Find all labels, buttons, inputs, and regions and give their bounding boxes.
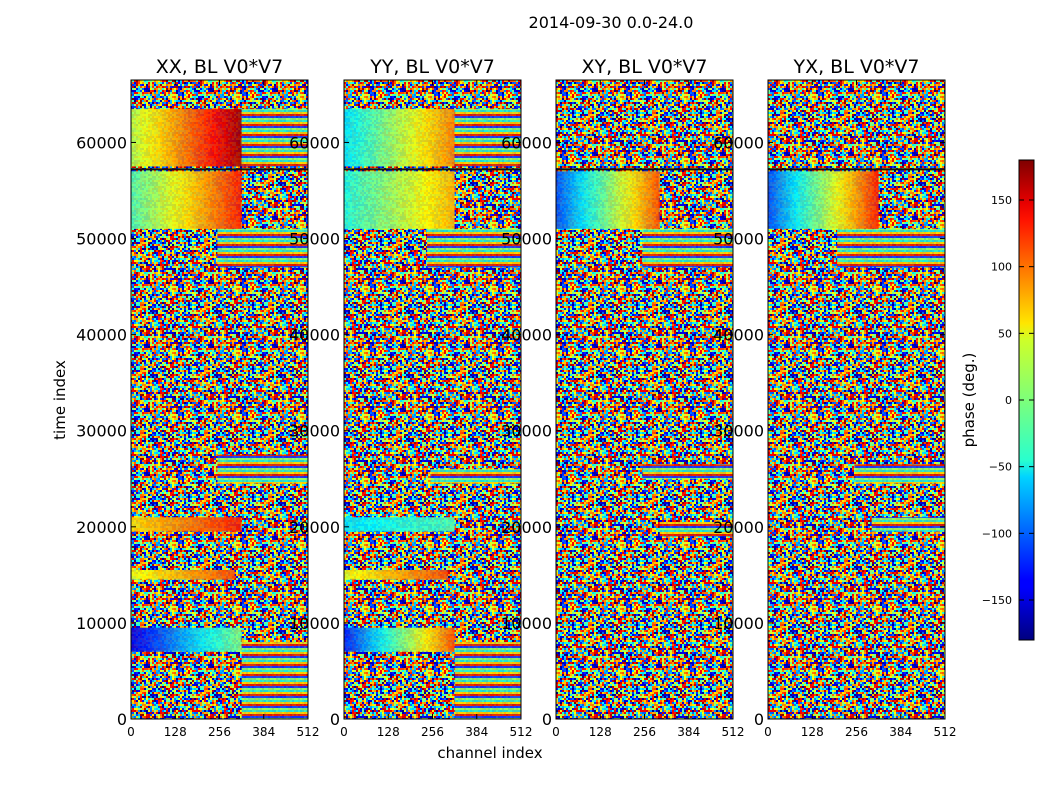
y-tick-label: 40000 <box>76 326 127 345</box>
heatmap-band <box>131 627 242 652</box>
x-tick-label: 384 <box>465 725 488 739</box>
y-tick-label: 0 <box>754 710 764 729</box>
x-tick-label: 512 <box>510 725 533 739</box>
x-tick-label: 384 <box>889 725 912 739</box>
y-tick-label: 10000 <box>501 614 552 633</box>
colorbar-label: phase (deg.) <box>960 353 978 448</box>
x-tick-label: 0 <box>340 725 348 739</box>
y-tick-label: 30000 <box>713 422 764 441</box>
x-tick-label: 0 <box>764 725 772 739</box>
x-tick-label: 128 <box>377 725 400 739</box>
colorbar: −150 −100 −50 0 50 100 150 phase (deg.) <box>960 159 1035 641</box>
panels-layer: XX, BL V0*V7 0 128 256 384 512 0 10000 20000 3000… <box>76 56 956 739</box>
y-tick-label: 10000 <box>76 614 127 633</box>
heatmap-band <box>430 469 521 484</box>
x-tick-label: 256 <box>208 725 231 739</box>
heatmap-band <box>454 108 521 167</box>
panel-title: XY, BL V0*V7 <box>581 56 707 78</box>
heatmap-band <box>344 627 455 652</box>
panel-2: XY, BL V0*V7 0 128 256 384 512 0 10000 20000 3000… <box>501 56 744 739</box>
heatmap-band <box>837 228 945 268</box>
x-tick-label: 512 <box>934 725 957 739</box>
heatmap-band <box>344 517 455 532</box>
colorbar-tick-label: 150 <box>991 194 1012 207</box>
y-tick-label: 0 <box>330 710 340 729</box>
colorbar-tick-label: −150 <box>982 594 1012 607</box>
heatmap-band <box>854 464 945 484</box>
x-tick-label: 384 <box>677 725 700 739</box>
y-tick-label: 20000 <box>289 518 340 537</box>
y-tick-label: 60000 <box>76 133 127 152</box>
heatmap-band <box>454 642 521 719</box>
y-tick-label: 50000 <box>713 230 764 249</box>
x-tick-label: 256 <box>845 725 868 739</box>
heatmap-band <box>131 570 235 580</box>
y-tick-label: 30000 <box>289 422 340 441</box>
y-tick-label: 60000 <box>501 133 552 152</box>
heatmap-band <box>871 517 945 532</box>
x-tick-label: 256 <box>633 725 656 739</box>
heatmap-band <box>131 517 242 532</box>
y-tick-label: 40000 <box>501 326 552 345</box>
colorbar-ticks: −150 −100 −50 0 50 100 150 <box>982 194 1034 607</box>
y-axis-label: time index <box>51 360 69 440</box>
y-tick-label: 60000 <box>289 133 340 152</box>
heatmap-band <box>642 464 733 479</box>
colorbar-tick-label: −50 <box>989 461 1012 474</box>
heatmap-band <box>768 171 879 229</box>
y-tick-label: 10000 <box>713 614 764 633</box>
x-tick-label: 128 <box>164 725 187 739</box>
y-tick-label: 50000 <box>289 230 340 249</box>
y-tick-label: 20000 <box>76 518 127 537</box>
heatmap-band <box>241 108 308 167</box>
panel-title: YX, BL V0*V7 <box>792 56 919 78</box>
panel-title: XX, BL V0*V7 <box>156 56 283 78</box>
x-tick-label: 384 <box>252 725 275 739</box>
figure-suptitle: 2014-09-30 0.0-24.0 <box>529 13 694 32</box>
x-axis-label: channel index <box>437 744 542 762</box>
y-tick-label: 40000 <box>713 326 764 345</box>
y-tick-label: 0 <box>542 710 552 729</box>
y-tick-label: 50000 <box>501 230 552 249</box>
colorbar-tick-label: 50 <box>998 327 1012 340</box>
heatmap-band <box>131 108 242 167</box>
y-tick-label: 30000 <box>76 422 127 441</box>
y-tick-label: 50000 <box>76 230 127 249</box>
y-tick-label: 20000 <box>501 518 552 537</box>
heatmap-band <box>131 171 242 229</box>
heatmap-band <box>642 228 733 268</box>
colorbar-tick-label: −100 <box>982 527 1012 540</box>
colorbar-tick-label: 0 <box>1005 394 1012 407</box>
x-tick-label: 256 <box>421 725 444 739</box>
colorbar-tick-label: 100 <box>991 261 1012 274</box>
y-tick-label: 40000 <box>289 326 340 345</box>
y-tick-label: 30000 <box>501 422 552 441</box>
heatmap-band <box>344 171 455 229</box>
x-tick-label: 512 <box>722 725 745 739</box>
heatmap-band <box>217 228 308 268</box>
heatmap-band <box>344 108 455 167</box>
panel-1: YY, BL V0*V7 0 128 256 384 512 0 10000 20000 3000… <box>289 56 532 739</box>
heatmap-band <box>344 570 448 580</box>
heatmap-band <box>426 228 521 268</box>
x-tick-label: 128 <box>801 725 824 739</box>
panel-title: YY, BL V0*V7 <box>369 56 495 78</box>
panel-3: YX, BL V0*V7 0 128 256 384 512 0 10000 20000 3000… <box>713 56 956 739</box>
heatmap-band <box>659 522 733 537</box>
x-tick-label: 0 <box>552 725 560 739</box>
heatmap-band <box>241 642 308 719</box>
panel-0: XX, BL V0*V7 0 128 256 384 512 0 10000 20000 3000… <box>76 56 319 739</box>
x-tick-label: 128 <box>589 725 612 739</box>
x-tick-label: 512 <box>297 725 320 739</box>
y-tick-label: 10000 <box>289 614 340 633</box>
y-tick-label: 20000 <box>713 518 764 537</box>
y-tick-label: 60000 <box>713 133 764 152</box>
heatmap-band <box>217 454 308 484</box>
heatmap-band <box>556 171 660 229</box>
y-tick-label: 0 <box>117 710 127 729</box>
x-tick-label: 0 <box>127 725 135 739</box>
